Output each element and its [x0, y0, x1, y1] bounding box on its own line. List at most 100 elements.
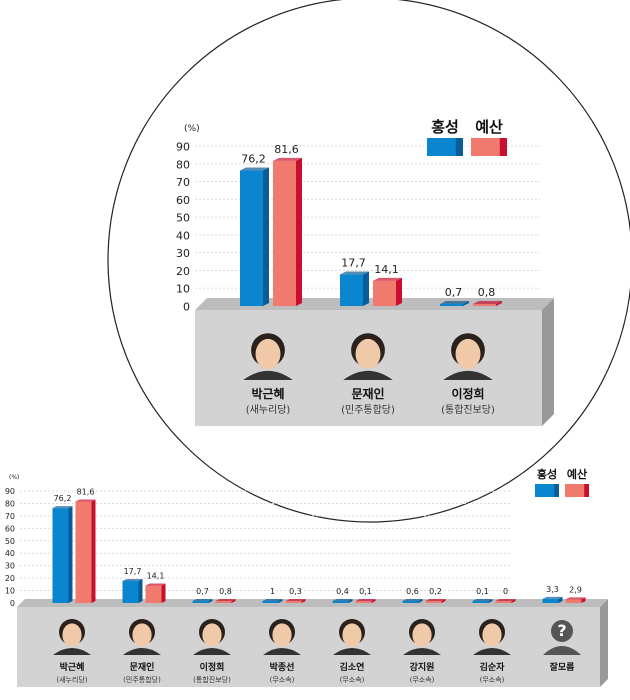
y-tick-label: 40: [176, 229, 190, 242]
bar-top: [122, 578, 143, 581]
legend-swatch-side: [554, 484, 559, 497]
data-label: 0,8: [219, 587, 232, 596]
bar-side: [348, 599, 353, 603]
portrait-face: [272, 623, 292, 647]
candidate-name: 문재인: [351, 386, 384, 401]
legend-swatch-side: [499, 138, 507, 156]
data-label: 0,1: [359, 587, 372, 596]
candidate-party: (새누리당): [56, 675, 87, 684]
data-label: 0,3: [289, 587, 302, 596]
data-label: 0,7: [196, 587, 209, 596]
bar-side: [208, 599, 213, 603]
bar: [240, 170, 263, 306]
portrait-face: [202, 623, 222, 647]
candidate-name: 박근혜: [251, 386, 284, 401]
data-label: 0,6: [406, 587, 419, 596]
bar-side: [301, 599, 306, 603]
y-tick-label: 70: [5, 512, 15, 521]
bar-side: [581, 597, 586, 603]
bar-top: [340, 271, 369, 275]
bar: [192, 601, 209, 603]
y-tick-label: 20: [176, 265, 190, 278]
bar: [332, 601, 349, 603]
zoom-circle: [107, 0, 630, 523]
bar: [355, 601, 372, 603]
bar: [565, 599, 582, 603]
bar: [425, 601, 442, 603]
portrait-face: [482, 623, 502, 647]
portrait-body: [333, 648, 371, 655]
bar-side: [91, 499, 96, 603]
candidate-name: 박근혜: [60, 661, 85, 673]
bar-top: [75, 499, 96, 502]
candidate-name: 문재인: [130, 661, 155, 673]
bar-side: [371, 599, 376, 603]
data-label: 0,7: [445, 286, 463, 299]
bar-top: [472, 599, 493, 601]
y-tick-label: 20: [5, 574, 15, 583]
unknown-person-icon: [551, 620, 573, 642]
candidate-name: 김순자: [480, 661, 506, 673]
data-label: 76,2: [241, 153, 266, 166]
zoomed-chart: 0 10 20 30 40 50 60 70 80 90 (%) 76,2 81,6 박근혜 (새누리당) 1…: [176, 118, 554, 426]
bar-side: [231, 599, 236, 603]
bar-top: [273, 157, 302, 161]
portrait-body: [53, 648, 91, 655]
bar-top: [373, 277, 402, 281]
bar-top: [495, 599, 516, 601]
data-label: 2,9: [569, 585, 582, 594]
y-tick-label: 90: [5, 487, 15, 496]
y-tick-label: 10: [176, 283, 190, 296]
legend-swatch-side: [455, 138, 463, 156]
candidate-party: (무소속): [410, 676, 435, 684]
portrait-body: [443, 370, 493, 380]
bar-top: [52, 506, 73, 509]
portrait-face: [255, 338, 281, 370]
data-label: 0,2: [429, 587, 442, 596]
portrait-body: [193, 648, 231, 655]
candidate-party: (통합진보당): [441, 404, 495, 416]
bar: [75, 501, 92, 603]
data-label: 76,2: [54, 494, 72, 503]
bar-side: [161, 583, 166, 603]
bar: [262, 601, 279, 603]
bar: [472, 601, 489, 603]
candidate-name: 이정희: [451, 386, 484, 401]
legend-swatch: [427, 138, 463, 156]
bar: [440, 304, 463, 306]
y-tick-label: 30: [176, 247, 190, 260]
bar: [52, 508, 69, 603]
y-tick-label: 70: [176, 176, 190, 189]
platform-top: [17, 599, 608, 607]
legend-swatch-side: [584, 484, 589, 497]
y-tick-label: 90: [176, 141, 190, 154]
bar: [495, 601, 512, 603]
bar-top: [215, 599, 236, 601]
portrait-body: [123, 648, 161, 655]
candidate-party: (새누리당): [246, 404, 291, 416]
portrait-face: [62, 623, 82, 647]
bar: [542, 598, 559, 603]
data-label: 14,1: [147, 571, 165, 580]
data-label: 81,6: [77, 487, 95, 496]
bar-side: [418, 599, 423, 603]
bar-top: [192, 599, 213, 601]
bar: [145, 585, 162, 603]
candidate-party: (민주통합당): [341, 404, 395, 416]
bar-side: [496, 301, 502, 306]
y-tick-label: 0: [183, 301, 190, 314]
bar-top: [355, 599, 376, 601]
y-axis-label: (%): [184, 124, 200, 134]
bar: [215, 601, 232, 603]
bar-top: [285, 599, 306, 601]
bar-side: [68, 506, 73, 603]
bar: [373, 280, 396, 306]
bar-side: [296, 157, 302, 306]
candidate-party: (무소속): [480, 676, 505, 684]
portrait-face: [355, 338, 381, 370]
bar-top: [262, 599, 283, 601]
candidate-party: (민주통합당): [123, 675, 161, 684]
candidate-name: 잘모름: [550, 661, 575, 673]
y-tick-label: 10: [5, 587, 15, 596]
bar-side: [363, 271, 369, 306]
